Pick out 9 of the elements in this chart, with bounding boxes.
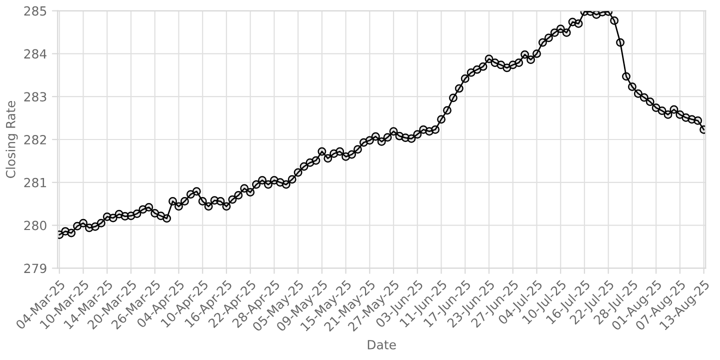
y-tick-label: 284 [24, 49, 46, 59]
y-tick-label: 280 [24, 220, 46, 230]
x-axis-title: Date [368, 340, 396, 350]
y-tick-label: 285 [24, 6, 46, 16]
y-tick-label: 283 [24, 92, 46, 102]
y-tick-label: 281 [24, 178, 46, 188]
y-axis-title: Closing Rate [6, 101, 18, 178]
y-tick-label: 282 [24, 134, 46, 144]
y-tick-label: 279 [24, 264, 46, 274]
